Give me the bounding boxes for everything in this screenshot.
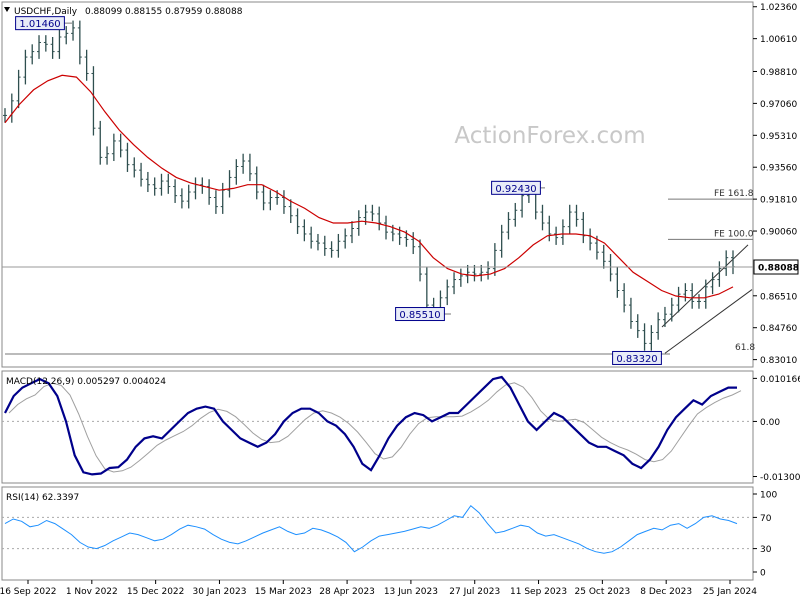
moving-average [4, 74, 734, 299]
macd-indicator: 0.010166 0.00 -0.013006 [2, 375, 800, 483]
price-tick-label: 0.83010 [760, 356, 797, 366]
level-label-box [612, 350, 662, 365]
channel-lower-line [664, 289, 753, 354]
price-axis: 1.02360 1.00610 0.98810 0.97060 0.95310 0.935… [753, 3, 797, 366]
macd-tick-label: -0.013006 [760, 473, 800, 483]
last-price-marker: 0.88088 [2, 259, 799, 275]
fe-161-label: FE 161.8 [714, 189, 754, 199]
watermark-text: ActionForex.com [454, 123, 645, 149]
date-tick-label: 27 Jul 2023 [449, 587, 500, 597]
date-tick-label: 16 Sep 2022 [0, 587, 57, 597]
ohlc-values: 0.88099 0.88155 0.87959 0.88088 [85, 7, 243, 17]
date-tick-label: 11 Sep 2023 [510, 587, 567, 597]
price-channel [661, 244, 753, 354]
price-tick-label: 0.84760 [760, 324, 797, 334]
rsi-tick-label: 30 [760, 545, 772, 555]
macd-signal-line [8, 382, 742, 473]
date-tick-label: 25 Jan 2024 [703, 587, 757, 597]
date-tick-label: 8 Dec 2023 [640, 587, 692, 597]
level-label-box [491, 180, 541, 195]
level-label: 0.92430 [495, 184, 536, 195]
rsi-tick-label: 100 [760, 491, 777, 501]
macd-panel-frame [1, 370, 754, 484]
macd-title: MACD(12,26,9) 0.005297 0.004024 [6, 377, 166, 387]
date-tick-label: 1 Nov 2022 [66, 587, 118, 597]
rsi-indicator: 100 70 30 0 [2, 491, 777, 579]
price-tick-label: 0.95310 [760, 132, 797, 142]
last-price-label: 0.88088 [758, 264, 799, 274]
price-tick-label: 0.98810 [760, 68, 797, 78]
date-tick-label: 25 Oct 2023 [575, 587, 631, 597]
level-label: 0.83320 [616, 354, 657, 365]
macd-tick-label: 0.010166 [760, 375, 800, 385]
chart-header-symbol: USDCHF,Daily 0.88099 0.88155 0.87959 0.8… [14, 7, 243, 17]
price-tick-label: 0.97060 [760, 100, 797, 110]
level-label-box [15, 16, 65, 31]
level-label-box [395, 307, 445, 322]
price-tick-label: 0.86510 [760, 292, 797, 302]
level-label: 1.01460 [19, 19, 60, 30]
price-panel-frame [1, 1, 754, 368]
date-tick-label: 13 Jun 2023 [384, 587, 438, 597]
channel-upper-line [661, 244, 749, 328]
date-axis: 16 Sep 2022 1 Nov 2022 15 Dec 2022 30 Jan 2… [0, 580, 757, 597]
date-tick-label: 15 Mar 2023 [255, 587, 312, 597]
macd-tick-label: 0.00 [760, 418, 780, 428]
date-tick-label: 15 Dec 2022 [127, 587, 185, 597]
macd-main-line [4, 375, 737, 476]
rsi-line [4, 504, 738, 554]
rsi-title: RSI(14) 62.3397 [6, 493, 79, 503]
moving-average-line [4, 74, 734, 299]
symbol-label: USDCHF,Daily [14, 7, 78, 17]
last-price-box [753, 259, 799, 275]
date-tick-label: 28 Apr 2023 [319, 587, 375, 597]
collapse-triangle-icon [4, 7, 10, 12]
rsi-tick-label: 0 [760, 569, 766, 579]
price-tick-label: 0.91810 [760, 196, 797, 206]
date-tick-label: 30 Jan 2023 [192, 587, 246, 597]
level-labels: 1.01460 0.85510 0.92430 0.83320 FE 161.8 FE 1… [15, 16, 755, 365]
price-tick-label: 1.00610 [760, 35, 797, 45]
rsi-tick-label: 70 [760, 514, 772, 524]
price-tick-label: 1.02360 [760, 3, 797, 13]
retracement-618-label: 61.8 [735, 343, 755, 353]
fe-100-label: FE 100.0 [714, 229, 754, 239]
rsi-panel-frame [1, 486, 754, 581]
price-tick-label: 0.93560 [760, 164, 797, 174]
level-label: 0.85510 [399, 310, 440, 321]
price-tick-label: 0.90060 [760, 228, 797, 238]
